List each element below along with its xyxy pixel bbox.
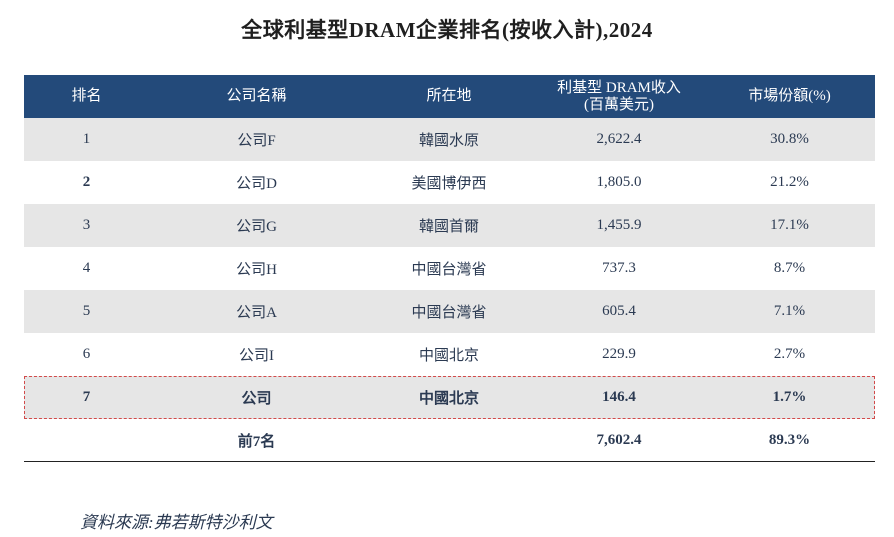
cell-rank: 5 xyxy=(82,303,91,319)
cell-company: 公司 xyxy=(241,391,272,407)
header-rank: 排名 xyxy=(71,88,102,104)
table-row: 5 公司A 中國台灣省 605.4 7.1% xyxy=(24,290,875,333)
cell-rank: 6 xyxy=(82,346,91,362)
total-share: 89.3% xyxy=(768,432,811,448)
page-title: 全球利基型DRAM企業排名(按收入計),2024 xyxy=(241,18,653,42)
cell-share: 8.7% xyxy=(773,260,806,276)
cell-empty xyxy=(364,419,534,462)
cell-rank: 1 xyxy=(82,131,91,147)
cell-revenue: 1,455.9 xyxy=(596,217,642,233)
cell-rank: 2 xyxy=(82,174,91,190)
cell-revenue: 737.3 xyxy=(602,260,636,276)
cell-company: 公司H xyxy=(236,262,277,278)
header-revenue-line1: 利基型 DRAM收入 xyxy=(557,79,681,96)
cell-share: 2.7% xyxy=(773,346,806,362)
cell-share: 17.1% xyxy=(770,217,809,233)
cell-company: 公司F xyxy=(237,133,276,149)
cell-location: 韓國水原 xyxy=(418,133,479,149)
cell-location: 韓國首爾 xyxy=(418,219,479,235)
cell-revenue: 229.9 xyxy=(602,346,636,362)
cell-share: 21.2% xyxy=(770,174,809,190)
table-row: 3 公司G 韓國首爾 1,455.9 17.1% xyxy=(24,204,875,247)
total-revenue: 7,602.4 xyxy=(596,432,642,448)
header-company: 公司名稱 xyxy=(226,88,287,104)
cell-company: 公司D xyxy=(236,176,277,192)
table-row: 4 公司H 中國台灣省 737.3 8.7% xyxy=(24,247,875,290)
header-location: 所在地 xyxy=(426,88,472,104)
cell-company: 公司I xyxy=(239,348,274,364)
table-header-row: 排名 公司名稱 所在地 利基型 DRAM收入 (百萬美元) 市場份額(%) xyxy=(24,75,875,118)
cell-revenue: 605.4 xyxy=(602,303,636,319)
cell-rank: 3 xyxy=(82,217,91,233)
cell-share: 30.8% xyxy=(770,131,809,147)
cell-empty xyxy=(24,419,149,462)
header-share: 市場份額(%) xyxy=(748,88,831,104)
cell-location: 中國台灣省 xyxy=(411,305,487,321)
cell-location: 中國台灣省 xyxy=(411,262,487,278)
cell-location: 中國北京 xyxy=(418,348,479,364)
cell-company: 公司G xyxy=(236,219,277,235)
total-label: 前7名 xyxy=(237,434,276,450)
cell-revenue: 146.4 xyxy=(602,389,636,405)
table-row-highlighted: 7 公司 中國北京 146.4 1.7% xyxy=(24,376,875,419)
header-revenue: 利基型 DRAM收入 (百萬美元) xyxy=(534,75,704,118)
source-note: 資料來源:弗若斯特沙利文 xyxy=(80,513,273,532)
table-row: 2 公司D 美國博伊西 1,805.0 21.2% xyxy=(24,161,875,204)
table-row: 1 公司F 韓國水原 2,622.4 30.8% xyxy=(24,118,875,161)
cell-location: 美國博伊西 xyxy=(411,176,487,192)
cell-location: 中國北京 xyxy=(418,391,479,407)
cell-share: 7.1% xyxy=(773,303,806,319)
cell-company: 公司A xyxy=(236,305,277,321)
table-row: 6 公司I 中國北京 229.9 2.7% xyxy=(24,333,875,376)
table-total-row: 前7名 7,602.4 89.3% xyxy=(24,419,875,462)
cell-rank: 4 xyxy=(82,260,91,276)
header-revenue-line2: (百萬美元) xyxy=(584,96,654,113)
cell-revenue: 1,805.0 xyxy=(596,174,642,190)
cell-share: 1.7% xyxy=(772,389,807,405)
ranking-table: 排名 公司名稱 所在地 利基型 DRAM收入 (百萬美元) 市場份額(%) 1 … xyxy=(24,75,875,462)
cell-rank: 7 xyxy=(82,389,91,405)
cell-revenue: 2,622.4 xyxy=(596,131,642,147)
table-bottom-rule xyxy=(24,461,875,462)
